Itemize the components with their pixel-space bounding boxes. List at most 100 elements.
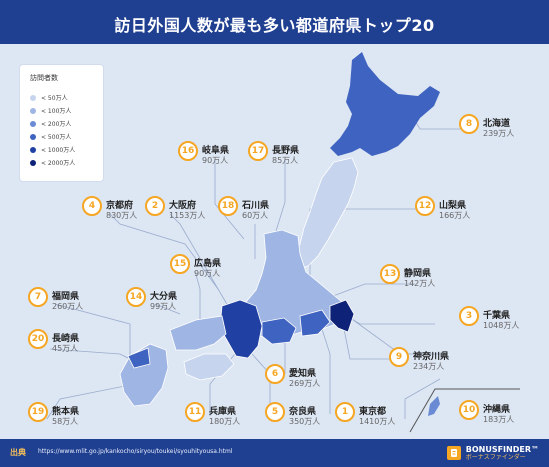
prefecture-value: 183万人 bbox=[483, 415, 515, 424]
prefecture-value: 90万人 bbox=[194, 269, 221, 278]
prefecture-name: 岐阜県 bbox=[202, 146, 230, 156]
prefecture-name: 千葉県 bbox=[483, 311, 511, 321]
yamanashi-shizuoka-area bbox=[299, 309, 331, 337]
rank-badge: 8 bbox=[459, 114, 479, 134]
prefecture-name: 神奈川県 bbox=[413, 352, 450, 362]
rank-badge: 2 bbox=[145, 196, 165, 216]
tohoku-region bbox=[291, 157, 359, 271]
prefecture-name: 大阪府 bbox=[169, 201, 197, 211]
legend-title: 訪問者数 bbox=[30, 74, 58, 82]
footer: 出典 https://www.mlit.go.jp/kankocho/siryo… bbox=[0, 439, 549, 467]
kansai-region bbox=[219, 299, 263, 359]
legend: 訪問者数 < 50万人 < 100万人 < 200万人 < 500万人 < 10… bbox=[20, 65, 103, 181]
source-link[interactable]: https://www.mlit.go.jp/kankocho/siryou/t… bbox=[38, 448, 233, 455]
chugoku-region bbox=[169, 315, 227, 351]
prefecture-name: 兵庫県 bbox=[209, 407, 237, 417]
brand-subtitle: ボーナスファインダー bbox=[465, 453, 526, 461]
legend-label: < 50万人 bbox=[41, 95, 68, 102]
rank-badge: 10 bbox=[459, 400, 479, 420]
prefecture-value: 90万人 bbox=[202, 156, 229, 165]
prefecture-name: 熊本県 bbox=[52, 407, 80, 417]
prefecture-value: 45万人 bbox=[52, 344, 79, 353]
rank-badge: 3 bbox=[459, 306, 479, 326]
page-title: 訪日外国人数が最も多い都道府県トップ20 bbox=[114, 16, 435, 35]
prefecture-value: 180万人 bbox=[209, 417, 241, 426]
legend-label: < 1000万人 bbox=[41, 147, 76, 154]
rank-badge: 11 bbox=[185, 402, 205, 422]
prefecture-value: 58万人 bbox=[52, 417, 79, 426]
prefecture-name: 北海道 bbox=[483, 119, 511, 129]
legend-label: < 500万人 bbox=[41, 134, 72, 141]
rank-badge: 13 bbox=[380, 264, 400, 284]
rank-badge: 18 bbox=[218, 196, 238, 216]
prefecture-name: 山梨県 bbox=[439, 201, 467, 211]
legend-item: < 500万人 bbox=[30, 132, 71, 141]
prefecture-value: 142万人 bbox=[404, 279, 436, 288]
rank-badge: 20 bbox=[28, 329, 48, 349]
fukuoka-area bbox=[127, 347, 151, 369]
prefecture-name: 東京都 bbox=[359, 407, 387, 417]
rank-badge: 5 bbox=[265, 402, 285, 422]
legend-item: < 50万人 bbox=[30, 93, 68, 102]
prefecture-name: 長野県 bbox=[272, 146, 300, 156]
rank-badge: 4 bbox=[82, 196, 102, 216]
prefecture-name: 大分県 bbox=[150, 292, 178, 302]
prefecture-name: 愛知県 bbox=[289, 369, 317, 379]
prefecture-value: 1153万人 bbox=[169, 211, 206, 220]
prefecture-value: 234万人 bbox=[413, 362, 445, 371]
legend-swatch bbox=[30, 120, 36, 127]
prefecture-name: 奈良県 bbox=[289, 407, 317, 417]
prefecture-name: 石川県 bbox=[242, 201, 270, 211]
legend-label: < 2000万人 bbox=[41, 160, 76, 167]
prefecture-value: 99万人 bbox=[150, 302, 177, 311]
prefecture-value: 239万人 bbox=[483, 129, 515, 138]
prefecture-value: 1048万人 bbox=[483, 321, 520, 330]
legend-label: < 100万人 bbox=[41, 108, 72, 115]
hokkaido-region bbox=[330, 52, 440, 156]
tokyo-chiba-area bbox=[329, 299, 355, 333]
prefecture-name: 沖縄県 bbox=[483, 405, 511, 415]
legend-swatch bbox=[30, 94, 36, 101]
prefecture-value: 830万人 bbox=[106, 211, 138, 220]
bonusfinder-logo-icon bbox=[446, 446, 461, 460]
legend-label: < 200万人 bbox=[41, 121, 72, 128]
okinawa-inset-frame bbox=[409, 388, 520, 433]
prefecture-value: 269万人 bbox=[289, 379, 321, 388]
brand-name: BONUSFINDER™ bbox=[465, 444, 539, 454]
prefecture-name: 静岡県 bbox=[404, 269, 432, 279]
prefecture-value: 85万人 bbox=[272, 156, 299, 165]
prefecture-value: 350万人 bbox=[289, 417, 321, 426]
aichi-area bbox=[261, 317, 297, 345]
rank-badge: 14 bbox=[126, 287, 146, 307]
legend-swatch bbox=[30, 146, 36, 153]
rank-badge: 12 bbox=[415, 196, 435, 216]
prefecture-value: 166万人 bbox=[439, 211, 471, 220]
prefecture-name: 福岡県 bbox=[52, 292, 80, 302]
prefecture-value: 1410万人 bbox=[359, 417, 396, 426]
map-area: 訪問者数 < 50万人 < 100万人 < 200万人 < 500万人 < 10… bbox=[0, 44, 549, 439]
legend-item: < 1000万人 bbox=[30, 145, 75, 154]
prefecture-name: 広島県 bbox=[194, 259, 222, 269]
shikoku-region bbox=[183, 353, 235, 381]
title-bar: 訪日外国人数が最も多い都道府県トップ20 bbox=[0, 0, 549, 44]
okinawa-island bbox=[428, 396, 440, 416]
prefecture-name: 京都府 bbox=[106, 201, 134, 211]
prefecture-value: 60万人 bbox=[242, 211, 269, 220]
japan-map bbox=[46, 52, 520, 433]
legend-swatch bbox=[30, 159, 36, 166]
legend-item: < 100万人 bbox=[30, 106, 71, 115]
rank-badge: 6 bbox=[265, 364, 285, 384]
legend-item: < 2000万人 bbox=[30, 158, 75, 167]
rank-badge: 15 bbox=[170, 254, 190, 274]
prefecture-name: 長崎県 bbox=[52, 334, 80, 344]
brand-logo: BONUSFINDER™ ボーナスファインダー bbox=[446, 444, 539, 462]
rank-badge: 16 bbox=[178, 141, 198, 161]
rank-badge: 19 bbox=[28, 402, 48, 422]
prefecture-value: 260万人 bbox=[52, 302, 84, 311]
rank-badge: 17 bbox=[248, 141, 268, 161]
source-label: 出典 bbox=[10, 448, 26, 457]
rank-badge: 1 bbox=[335, 402, 355, 422]
legend-swatch bbox=[30, 133, 36, 140]
legend-item: < 200万人 bbox=[30, 119, 71, 128]
